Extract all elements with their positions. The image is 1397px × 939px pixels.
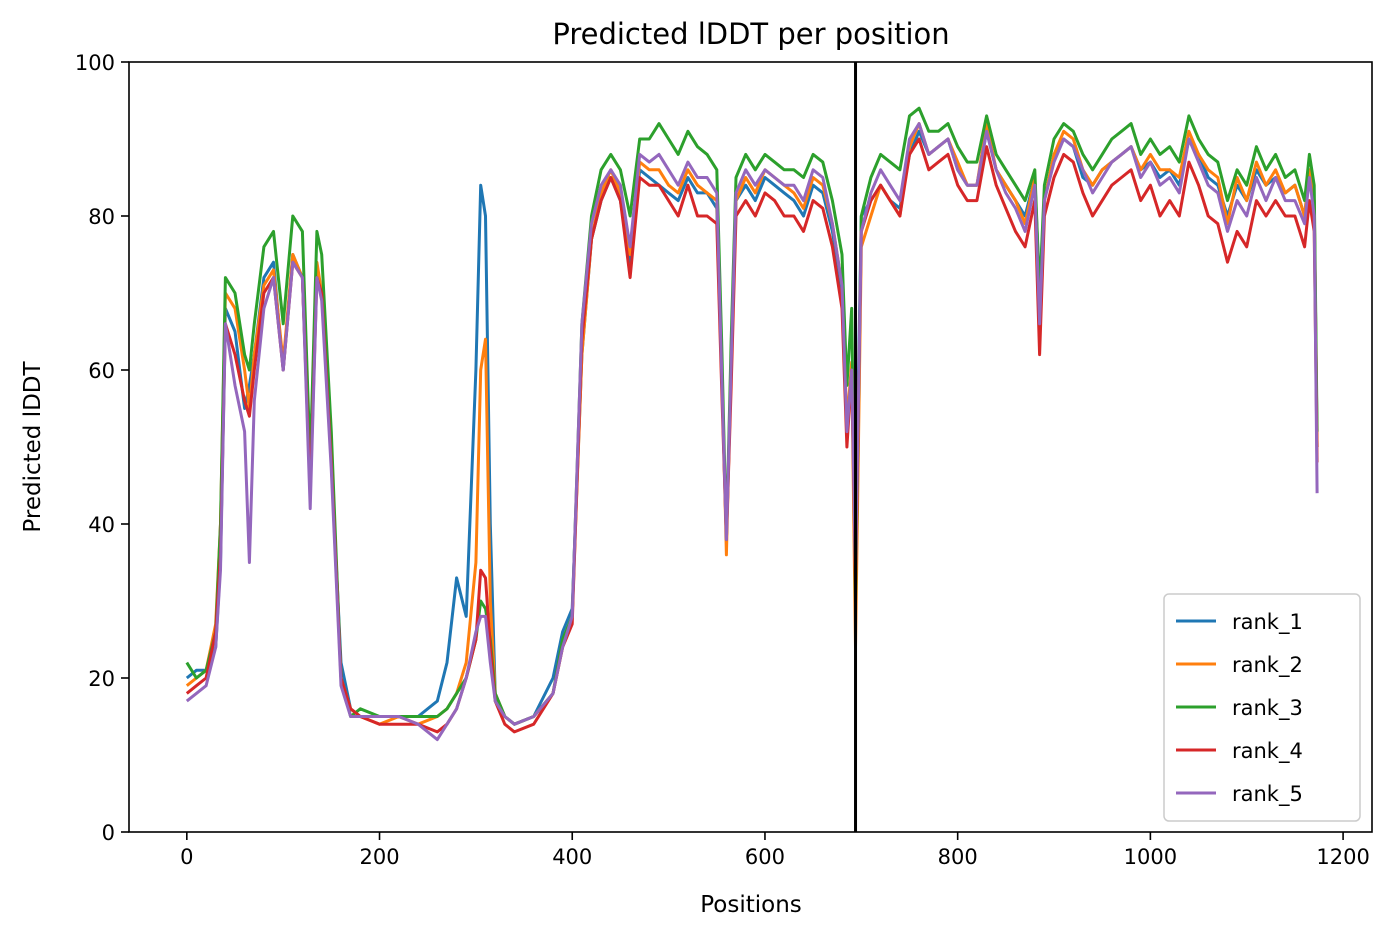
legend-label: rank_2: [1232, 653, 1303, 678]
chart-title: Predicted lDDT per position: [552, 17, 949, 51]
legend: rank_1 rank_2 rank_3 rank_4 rank_5: [1163, 593, 1361, 822]
y-tick-label: 100: [75, 51, 115, 75]
legend-label: rank_1: [1232, 610, 1303, 635]
x-axis-ticks: 0 200 400 600 800 1000 1200: [180, 832, 1370, 869]
y-tick-label: 80: [88, 205, 115, 229]
x-tick-label: 0: [180, 845, 193, 869]
y-tick-label: 40: [88, 513, 115, 537]
legend-box: [1163, 593, 1361, 822]
series-line-rank-5: [185, 122, 1319, 742]
x-axis-label: Positions: [700, 892, 802, 918]
y-tick-label: 0: [102, 821, 115, 845]
legend-label: rank_4: [1232, 739, 1303, 764]
y-axis-ticks: 0 20 40 60 80 100: [75, 51, 129, 845]
plot-frame: [128, 61, 1373, 833]
y-tick-label: 60: [88, 359, 115, 383]
y-tick-label: 20: [88, 667, 115, 691]
x-tick-label: 800: [938, 845, 978, 869]
x-tick-label: 1200: [1316, 845, 1369, 869]
x-tick-label: 400: [552, 845, 592, 869]
series-line-rank-4: [185, 137, 1319, 734]
legend-label: rank_3: [1232, 696, 1303, 721]
y-axis-label: Predicted lDDT: [20, 360, 46, 532]
x-tick-label: 1000: [1124, 845, 1177, 869]
x-tick-label: 600: [745, 845, 785, 869]
x-tick-label: 200: [359, 845, 399, 869]
legend-label: rank_5: [1232, 782, 1303, 807]
series-layer: [185, 106, 1319, 742]
